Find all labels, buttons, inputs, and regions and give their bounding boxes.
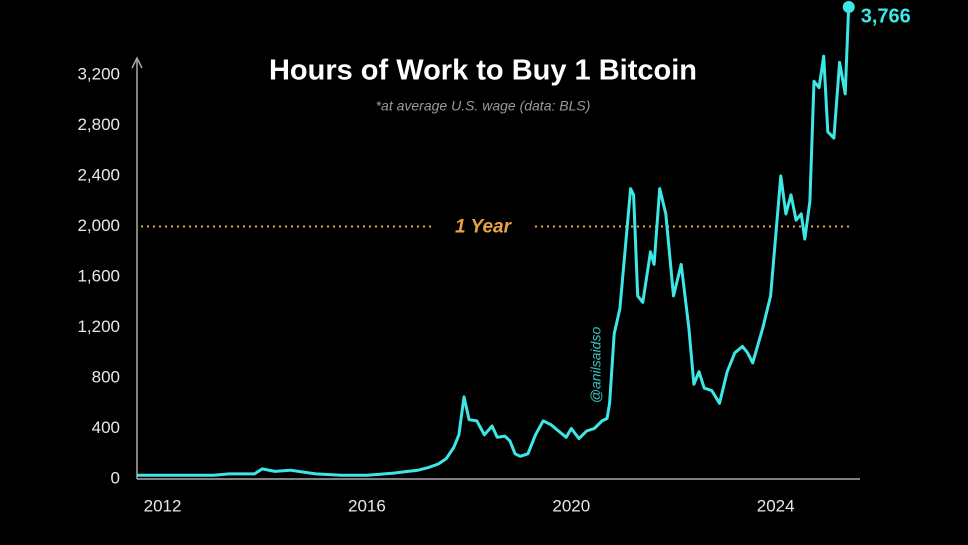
y-tick-label: 800 [92,367,120,386]
y-axis-arrow [131,56,143,69]
y-tick-label: 2,000 [77,216,120,235]
last-point [842,1,855,13]
y-tick-label: 2,800 [77,115,120,134]
last-value-label: 3,766 [861,5,911,27]
data-line [137,3,851,477]
chart-title: Hours of Work to Buy 1 Bitcoin [269,55,697,87]
y-tick-label: 1,600 [77,266,120,285]
x-tick-label: 2016 [348,496,386,515]
reference-label: 1 Year [455,217,513,238]
x-tick-label: 2012 [144,496,182,515]
y-tick-label: 1,200 [77,317,120,336]
watermark: @anilsaidso [588,327,604,404]
y-tick-label: 3,200 [77,64,120,83]
x-tick-label: 2020 [552,496,590,515]
y-tick-label: 400 [92,418,120,437]
chart-subtitle: *at average U.S. wage (data: BLS) [376,98,591,114]
y-tick-label: 2,400 [77,165,120,184]
y-tick-label: 0 [111,468,120,487]
x-tick-label: 2024 [757,496,795,515]
